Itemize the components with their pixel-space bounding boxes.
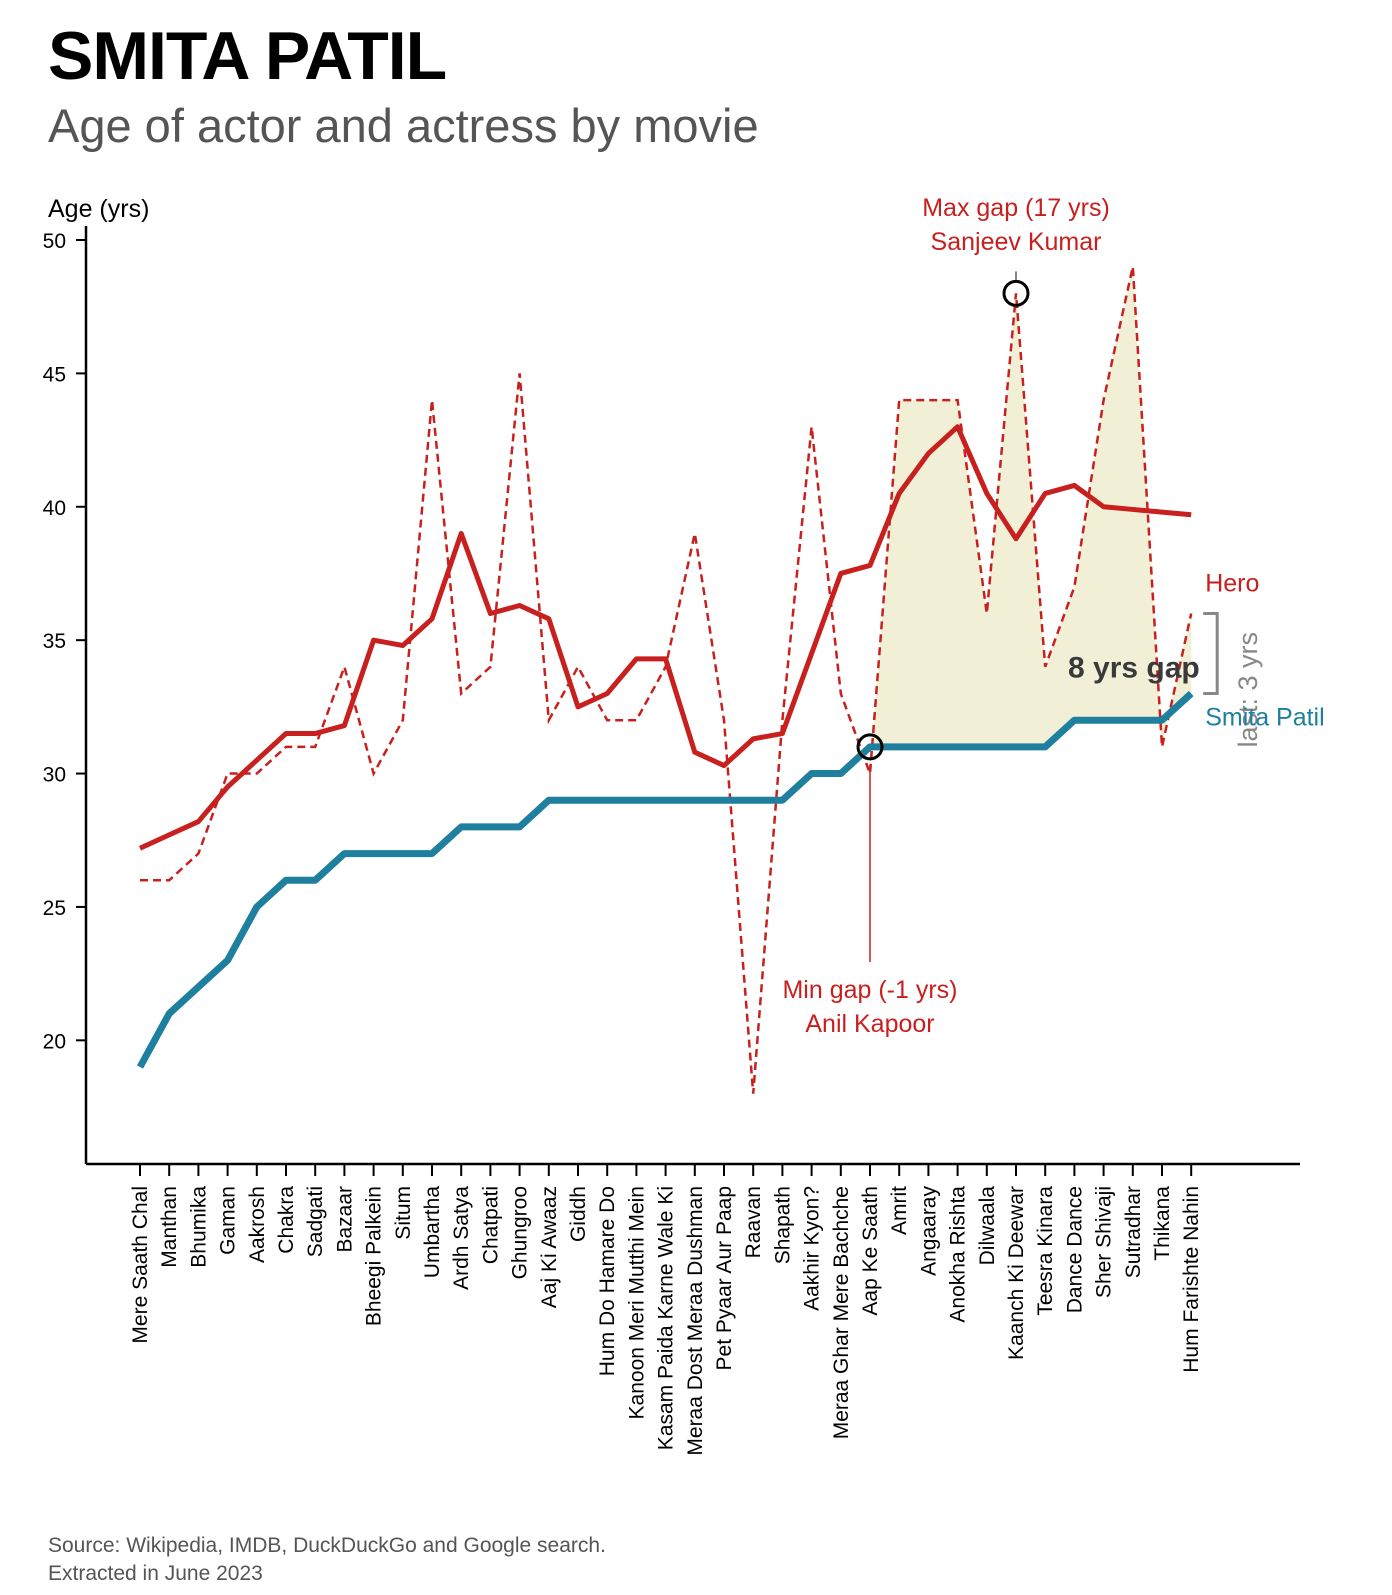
x-tick-label: Aap Ke Saath <box>859 1186 882 1316</box>
gap-label: 8 yrs gap <box>1068 652 1200 685</box>
y-tick-label: 20 <box>43 1030 66 1053</box>
y-axis-label: Age (yrs) <box>48 195 149 223</box>
y-tick-label: 50 <box>43 230 66 253</box>
min-gap-marker <box>856 733 884 761</box>
legend-hero: Hero <box>1205 569 1259 597</box>
x-tick-label: Aakhir Kyon? <box>801 1186 824 1311</box>
source-line-1: Source: Wikipedia, IMDB, DuckDuckGo and … <box>48 1534 606 1557</box>
x-tick-label: Ghungroo <box>509 1186 532 1279</box>
min-gap-label: Min gap (-1 yrs) <box>782 976 957 1004</box>
x-tick-label: Sadgati <box>304 1186 327 1257</box>
y-tick-label: 45 <box>43 363 66 386</box>
max-gap-label: Max gap (17 yrs) <box>922 194 1110 222</box>
x-ticks: Mere Saath Chal Manthan Bhumika Gaman Aakros… <box>129 1164 1203 1456</box>
max-gap-actor: Sanjeev Kumar <box>931 228 1102 256</box>
y-tick-label: 30 <box>43 764 66 787</box>
x-tick-label: Kaanch Ki Deewar <box>1005 1186 1028 1360</box>
x-tick-label: Mere Saath Chal <box>129 1186 152 1344</box>
source-line-2: Extracted in June 2023 <box>48 1562 263 1585</box>
x-tick-label: Teesra Kinara <box>1034 1186 1057 1316</box>
x-tick-label: Chatpati <box>479 1186 502 1264</box>
x-tick-label: Manthan <box>158 1186 181 1268</box>
y-tick-label: 25 <box>43 897 66 920</box>
last-gap-bracket <box>1203 611 1219 696</box>
x-tick-label: Situm <box>392 1186 415 1240</box>
x-tick-label: Raavan <box>742 1186 765 1258</box>
series <box>136 266 1194 1094</box>
x-tick-label: Bheegi Palkein <box>363 1186 386 1326</box>
x-tick-label: Giddh <box>567 1186 590 1242</box>
x-tick-label: Shapath <box>771 1186 794 1264</box>
axes: Age (yrs) <box>48 195 1300 1166</box>
last-gap-label: last: 3 yrs <box>1233 632 1263 748</box>
x-tick-label: Meraa Ghar Mere Bachche <box>830 1186 853 1439</box>
x-tick-label: Umbartha <box>421 1186 444 1279</box>
x-tick-label: Aaj Ki Awaaz <box>538 1186 561 1308</box>
x-tick-label: Chakra <box>275 1186 298 1254</box>
x-tick-label: Kasam Paida Karne Wale Ki <box>655 1186 678 1450</box>
max-gap-marker <box>1002 279 1030 307</box>
legend-actress: Smita Patil <box>1205 704 1324 732</box>
y-tick-label: 35 <box>43 630 66 653</box>
x-tick-label: Bhumika <box>187 1186 210 1268</box>
chart-subtitle: Age of actor and actress by movie <box>48 99 759 152</box>
x-tick-label: Hum Farishte Nahin <box>1180 1186 1203 1373</box>
x-tick-label: Meraa Dost Meraa Dushman <box>684 1186 707 1456</box>
x-tick-label: Dance Dance <box>1063 1186 1086 1313</box>
x-tick-label: Bazaar <box>333 1186 356 1253</box>
x-tick-label: Aakrosh <box>246 1186 269 1263</box>
chart-title: SMITA PATIL <box>48 18 447 94</box>
x-tick-label: Hum Do Hamare Do <box>596 1186 619 1376</box>
x-tick-label: Gaman <box>217 1186 240 1255</box>
x-tick-label: Amrit <box>888 1186 911 1235</box>
x-tick-label: Dilwaala <box>976 1186 999 1266</box>
x-tick-label: Ardh Satya <box>450 1186 473 1290</box>
x-tick-label: Angaaray <box>917 1186 940 1276</box>
x-tick-label: Thikana <box>1151 1186 1174 1261</box>
min-gap-actor: Anil Kapoor <box>805 1010 934 1038</box>
y-ticks: 20 25 30 35 40 45 50 <box>43 230 86 1053</box>
x-tick-label: Sher Shivaji <box>1093 1186 1116 1298</box>
x-tick-label: Anokha Rishta <box>947 1186 970 1323</box>
x-tick-label: Kanoon Meri Mutthi Mein <box>625 1186 648 1419</box>
annotations: Max gap (17 yrs) Sanjeev Kumar Min gap (… <box>782 194 1324 1038</box>
y-tick-label: 40 <box>43 497 66 520</box>
hero-age-trend-line <box>138 424 1192 851</box>
x-tick-label: Sutradhar <box>1122 1186 1145 1278</box>
x-tick-label: Pet Pyaar Aur Paap <box>713 1186 736 1370</box>
source-note: Source: Wikipedia, IMDB, DuckDuckGo and … <box>48 1532 606 1588</box>
actress-age-line <box>136 690 1194 1069</box>
